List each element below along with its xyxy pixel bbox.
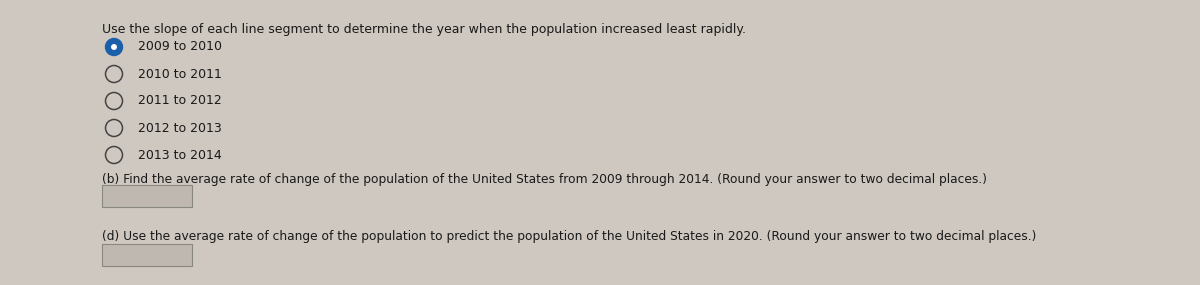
Ellipse shape bbox=[106, 66, 122, 82]
Text: (d) Use the average rate of change of the population to predict the population o: (d) Use the average rate of change of th… bbox=[102, 230, 1037, 243]
Text: Use the slope of each line segment to determine the year when the population inc: Use the slope of each line segment to de… bbox=[102, 23, 746, 36]
Text: 2013 to 2014: 2013 to 2014 bbox=[138, 148, 222, 162]
Ellipse shape bbox=[106, 146, 122, 164]
Ellipse shape bbox=[106, 93, 122, 109]
Ellipse shape bbox=[112, 44, 116, 50]
Text: (b) Find the average rate of change of the population of the United States from : (b) Find the average rate of change of t… bbox=[102, 173, 986, 186]
Text: 2011 to 2012: 2011 to 2012 bbox=[138, 95, 222, 107]
Text: 2010 to 2011: 2010 to 2011 bbox=[138, 68, 222, 80]
FancyBboxPatch shape bbox=[102, 185, 192, 207]
Text: 2009 to 2010: 2009 to 2010 bbox=[138, 40, 222, 54]
Text: 2012 to 2013: 2012 to 2013 bbox=[138, 121, 222, 135]
FancyBboxPatch shape bbox=[102, 244, 192, 266]
Ellipse shape bbox=[106, 38, 122, 56]
Ellipse shape bbox=[106, 119, 122, 137]
